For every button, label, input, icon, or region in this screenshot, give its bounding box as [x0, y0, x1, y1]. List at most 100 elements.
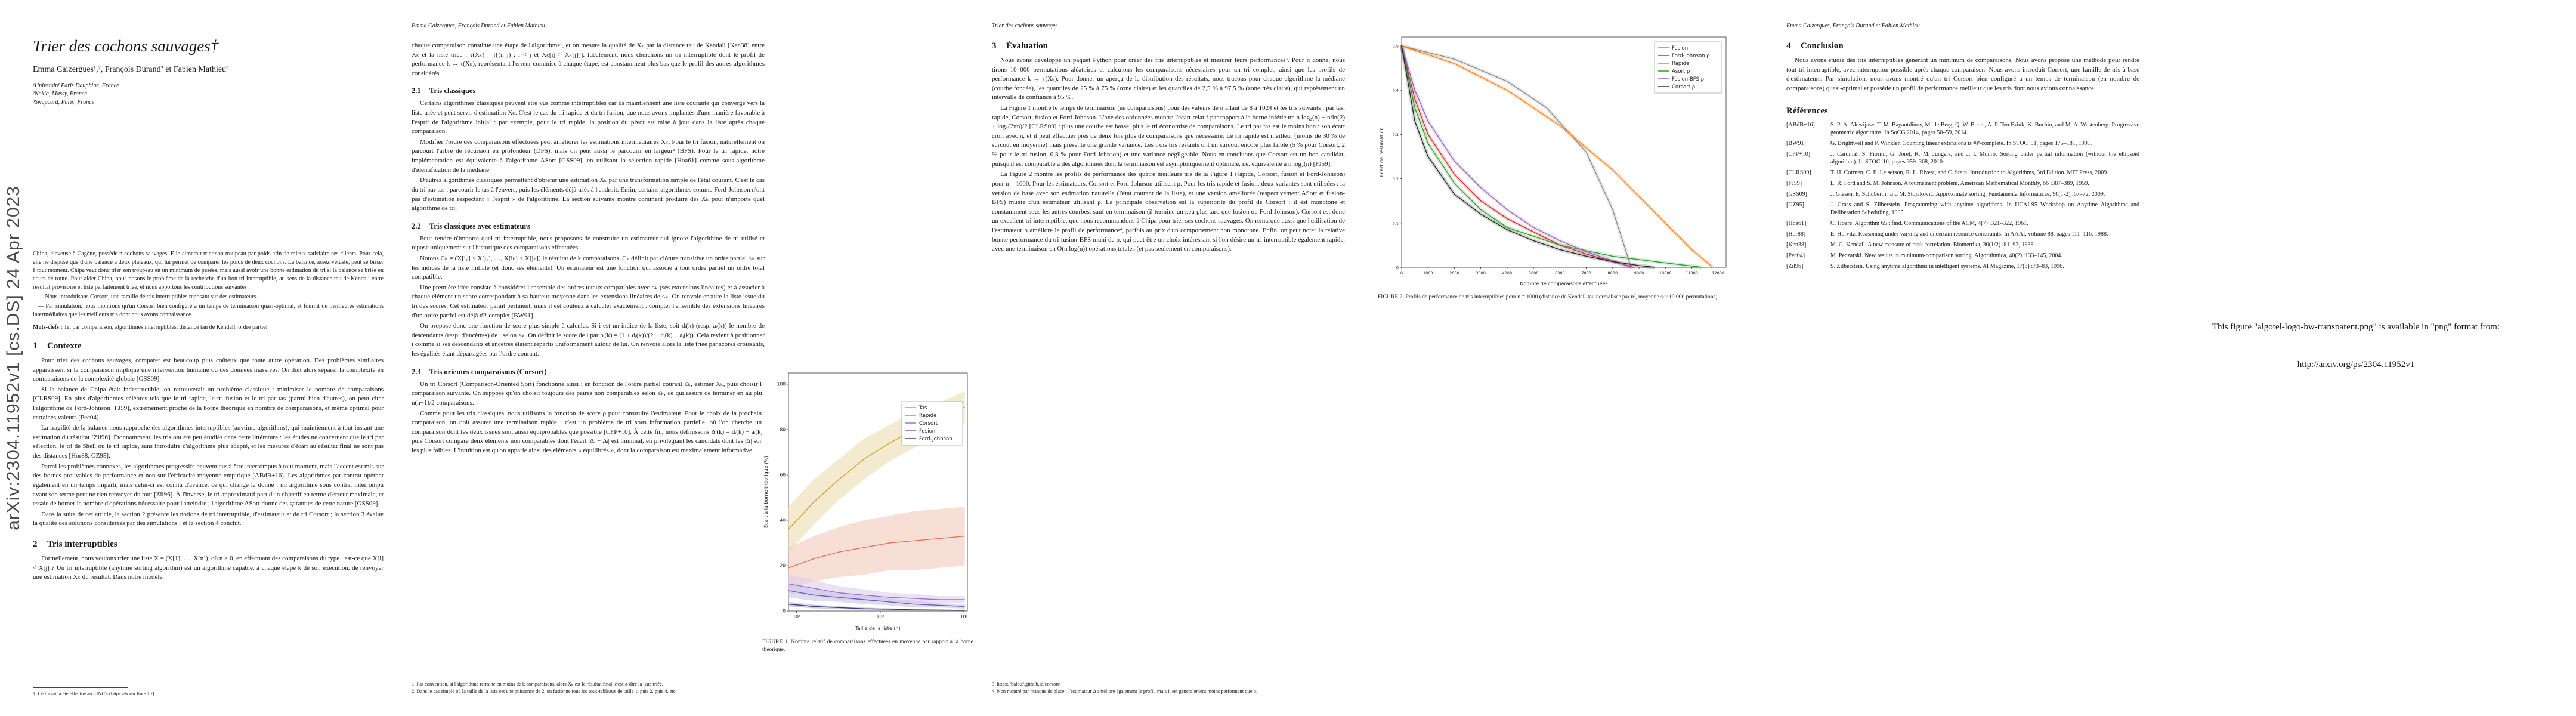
section-2-heading: 2 Tris interruptibles	[33, 539, 117, 549]
footnote-2: 2. Dans le cas simple où la taille de la…	[412, 687, 677, 694]
svg-text:7000: 7000	[1581, 271, 1591, 276]
section-3-paragraph: La Figure 1 montre le temps de terminais…	[992, 104, 1345, 168]
svg-text:40: 40	[780, 518, 786, 523]
section-3-heading: 3 Évaluation	[992, 41, 1049, 51]
svg-text:0.3: 0.3	[1393, 132, 1399, 137]
svg-text:Nombre de comparaisons effectu: Nombre de comparaisons effectuées	[1520, 280, 1607, 286]
svg-text:100: 100	[777, 382, 786, 387]
corsort-package-link[interactable]: https://balouf.github.io/corsort/	[997, 681, 1060, 687]
section-1-heading: 1 Contexte	[33, 341, 82, 351]
svg-text:10²: 10²	[877, 614, 885, 619]
svg-text:0.4: 0.4	[1393, 88, 1399, 93]
arxiv-stamp: arXiv:2304.11952v1 [cs.DS] 24 Apr 2023	[4, 186, 23, 530]
svg-text:5000: 5000	[1529, 271, 1539, 276]
section-3-paragraph: Nous avons développé un paquet Python po…	[992, 57, 1345, 101]
section-2-3-paragraph: Comme pour les tris classiques, nous uti…	[412, 409, 765, 454]
paper-authors: Emma Caizergues¹,², François Durand² et …	[33, 65, 229, 74]
svg-text:Fusion: Fusion	[1672, 45, 1688, 51]
svg-text:Asort ρ: Asort ρ	[1672, 69, 1690, 75]
svg-text:0: 0	[1400, 271, 1403, 276]
reference-item: [BW91] G. Brightwell and P. Winkler. Coun…	[1786, 140, 2092, 147]
affiliation-1: ¹Université Paris Dauphine, France	[33, 82, 119, 89]
missing-figure-notice: This figure "algotel-logo-bw-transparent…	[2159, 322, 2553, 370]
svg-text:Taille de la liste (n): Taille de la liste (n)	[855, 626, 900, 631]
svg-text:6000: 6000	[1555, 271, 1565, 276]
section-2-paragraph: Formellement, nous voulons trier une lis…	[33, 554, 384, 581]
svg-text:0.5: 0.5	[1393, 44, 1399, 48]
reference-item: [Hoa61] C. Hoare. Algorithm 65 : find. Co…	[1786, 220, 2028, 227]
running-header-title: Trier des cochons sauvages	[992, 23, 1058, 29]
svg-text:0.2: 0.2	[1393, 177, 1399, 181]
figure-2-caption: FIGURE 2: Profils de performance de tris…	[1378, 294, 1719, 300]
abstract-paragraph: Chipa, éleveuse à Cagène, possède n coch…	[33, 251, 384, 291]
section-1-paragraph: Si la balance de Chipa était indestructi…	[33, 385, 384, 421]
svg-text:Tas: Tas	[919, 405, 927, 411]
svg-text:20: 20	[780, 563, 786, 569]
svg-text:Corsort: Corsort	[919, 421, 938, 427]
footnote-1: 1. Par convention, si l'algorithme termi…	[412, 681, 663, 687]
section-2-1-heading: 2.1 Tris classiques	[412, 87, 476, 95]
svg-text:0.1: 0.1	[1393, 221, 1399, 226]
footnote-rule	[33, 687, 128, 688]
figure-1-caption: FIGURE 1: Nombre relatif de comparaisons…	[762, 639, 973, 653]
svg-text:Écart de l'estimation: Écart de l'estimation	[1378, 128, 1384, 177]
page-1: Trier des cochons sauvages† Emma Caizerg…	[33, 35, 384, 699]
section-3-paragraph: La Figure 2 montre les profils de perfor…	[992, 171, 1345, 253]
conclusion-paragraph: Nous avons étudié des tris interruptible…	[1786, 57, 2139, 92]
section-2-2-paragraph: Une première idée consiste à considérer …	[412, 283, 765, 319]
section-2-2-paragraph: Pour rendre n'importe quel tri interrupt…	[412, 234, 765, 252]
svg-text:4000: 4000	[1502, 271, 1513, 276]
references-heading: Références	[1786, 106, 1828, 116]
svg-text:Fusion: Fusion	[919, 428, 935, 434]
svg-text:Rapide: Rapide	[919, 413, 936, 419]
section-2-1-paragraph: D'autres algorithmes classiques permette…	[412, 177, 765, 212]
thanks-footnote: †. Ce travail a été effectué au LINCS (h…	[33, 690, 156, 696]
running-header-authors: Emma Caizergues, François Durand et Fabi…	[1786, 23, 1920, 29]
reference-item: [CLRS09] T. H. Cormen, C. E. Leiserson, R…	[1786, 169, 2108, 177]
svg-text:Ford-Johnson ρ: Ford-Johnson ρ	[1672, 53, 1710, 59]
running-header-authors: Emma Caizergues, François Durand et Fabi…	[412, 23, 545, 29]
svg-text:8000: 8000	[1608, 271, 1618, 276]
svg-text:Corsort ρ: Corsort ρ	[1672, 84, 1695, 90]
page-2: Emma Caizergues, François Durand et Fabi…	[412, 23, 765, 697]
section-2-3-paragraph: Un tri Corsort (Comparison-Oriented Sort…	[412, 380, 765, 406]
page-4: Emma Caizergues, François Durand et Fabi…	[1786, 23, 2139, 697]
reference-item: [Ken38] M. G. Kendall. A new measure of r…	[1786, 242, 2035, 249]
reference-item: [CFP+10] J. Cardinal, S. Fiorini, G. Jore…	[1786, 151, 2139, 166]
svg-text:10000: 10000	[1659, 271, 1672, 276]
svg-text:1000: 1000	[1423, 271, 1433, 276]
svg-text:12000: 12000	[1712, 271, 1724, 276]
reference-item: [Pec04] M. Peczarski. New results in mini…	[1786, 252, 2062, 260]
missing-figure-url[interactable]: http://arxiv.org/ps/2304.11952v1	[2297, 360, 2415, 369]
svg-text:11000: 11000	[1686, 271, 1698, 276]
section-4-heading: 4 Conclusion	[1786, 41, 1844, 51]
figure-2: 0 1000 2000 3000 4000 5000 6000 7000 8000 9000 100…	[1378, 30, 1731, 301]
figure-2-chart: 0 1000 2000 3000 4000 5000 6000 7000 8000 9000 100…	[1378, 36, 1727, 286]
section-1-paragraph: Parmi les problèmes connexes, les algori…	[33, 462, 384, 508]
section-2-3-heading: 2.3 Tris orientés comparaisons (Corsort)	[412, 367, 547, 376]
section-2-2-heading: 2.2 Tris classiques avec estimateurs	[412, 221, 530, 230]
figure-1-chart: 10¹ 10² 10³ 0 20 40 60 80 100 Taille de la liste …	[762, 372, 967, 631]
svg-text:10¹: 10¹	[793, 614, 800, 619]
svg-text:60: 60	[780, 473, 786, 478]
section-1-paragraph: Dans la suite de cet article, la section…	[33, 510, 384, 527]
svg-text:80: 80	[780, 427, 786, 433]
missing-figure-text: This figure "algotel-logo-bw-transparent…	[2212, 322, 2500, 332]
keywords-label: Mots-clefs :	[33, 324, 63, 331]
reference-item: [ABdB+16] S. P.-A. Alewijnse, T. M. Bagau…	[1786, 122, 2139, 137]
reference-item: [FJ59] L. R. Ford and S. M. Johnson. A to…	[1786, 180, 2089, 187]
section-2-2-paragraph: Notons Cₖ = (X[i₁] < X[j₁], …, X[iₖ] < X…	[412, 254, 765, 281]
svg-text:0: 0	[783, 609, 786, 614]
section-2-2-paragraph: On propose donc une fonction de score pl…	[412, 322, 765, 358]
svg-text:3000: 3000	[1476, 271, 1486, 276]
affiliation-2: ²Nokia, Massy, France	[33, 91, 87, 97]
figure-1: 10¹ 10² 10³ 0 20 40 60 80 100 Taille de la liste …	[762, 367, 973, 654]
section-2-1-paragraph: Modifier l'ordre des comparaisons effect…	[412, 138, 765, 174]
section-1-paragraph: Pour trier des cochons sauvages, compare…	[33, 357, 384, 383]
abstract-contribution-1: — Nous introduisons Corsort, une famille…	[38, 294, 258, 300]
affiliation-3: ³Swapcard, Paris, France	[33, 99, 95, 106]
keywords-text: Tri par comparaison, algorithmes interru…	[64, 324, 268, 331]
section-2-continued-paragraph: chaque comparaison constitue une étape d…	[412, 42, 765, 77]
reference-item: [GZ95] J. Grass and S. Zilberstein. Progr…	[1786, 202, 2139, 217]
